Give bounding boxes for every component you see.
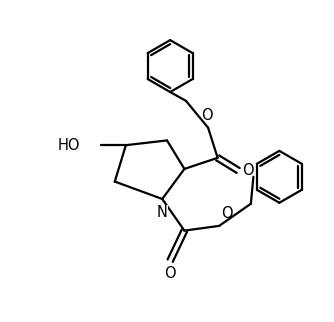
- Text: O: O: [221, 206, 232, 221]
- Text: HO: HO: [58, 138, 80, 153]
- Text: O: O: [201, 108, 212, 123]
- Text: O: O: [164, 266, 176, 281]
- Text: O: O: [242, 163, 254, 178]
- Text: N: N: [157, 205, 168, 220]
